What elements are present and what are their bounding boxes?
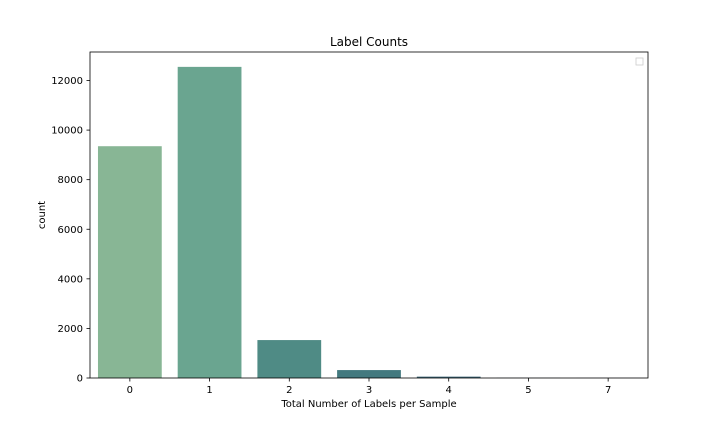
chart-title: Label Counts [330,35,408,49]
bar-3 [337,370,401,378]
x-tick-label: 4 [446,385,452,396]
y-axis-label: count [37,201,48,229]
x-axis-ticks: 0 1 2 3 4 5 7 [127,378,611,396]
bar-2 [257,340,322,378]
bar-0 [97,146,162,378]
y-tick-label: 10000 [51,126,83,137]
x-axis-label: Total Number of Labels per Sample [280,399,456,410]
x-tick-label: 7 [605,385,611,396]
y-tick-label: 6000 [58,225,83,236]
bars-group [97,66,641,379]
y-tick-label: 12000 [51,76,83,87]
x-tick-label: 0 [127,385,133,396]
plot-frame [89,51,649,379]
y-tick-label: 8000 [58,175,83,186]
y-tick-label: 4000 [58,274,83,285]
x-tick-label: 2 [286,385,292,396]
legend-box [635,57,644,66]
y-tick-label: 2000 [58,324,83,335]
bar-1 [177,66,242,379]
bar-4 [416,376,481,378]
x-tick-label: 3 [366,385,372,396]
x-tick-label: 1 [206,385,212,396]
y-tick-label: 0 [77,374,83,385]
y-axis-ticks: 0 2000 4000 6000 8000 10000 12000 [51,76,90,385]
x-tick-label: 5 [525,385,531,396]
